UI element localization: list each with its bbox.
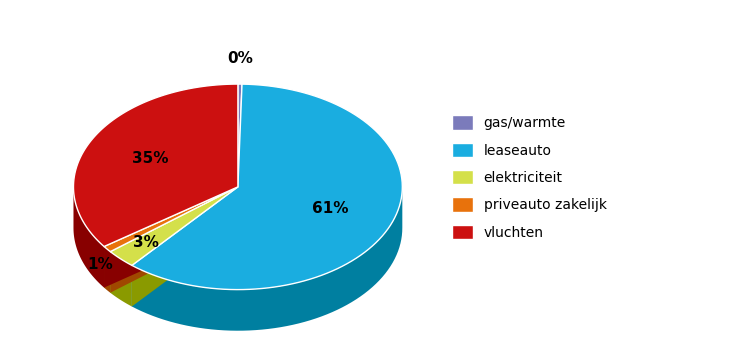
Polygon shape [73,187,104,288]
Polygon shape [104,187,238,252]
Polygon shape [132,186,403,331]
Polygon shape [104,187,238,288]
Polygon shape [238,84,242,187]
Polygon shape [111,187,238,266]
Polygon shape [111,187,238,293]
Polygon shape [132,187,238,306]
Polygon shape [132,187,238,306]
Text: 35%: 35% [132,151,168,166]
Polygon shape [73,84,238,246]
Text: 1%: 1% [88,257,113,272]
Polygon shape [132,84,403,290]
Polygon shape [104,187,238,288]
Text: 0%: 0% [227,51,253,66]
Polygon shape [104,246,111,293]
Polygon shape [111,187,238,293]
Text: 61%: 61% [312,201,348,216]
Legend: gas/warmte, leaseauto, elektriciteit, priveauto zakelijk, vluchten: gas/warmte, leaseauto, elektriciteit, pr… [446,110,612,245]
Text: 3%: 3% [133,235,160,251]
Polygon shape [111,252,132,306]
